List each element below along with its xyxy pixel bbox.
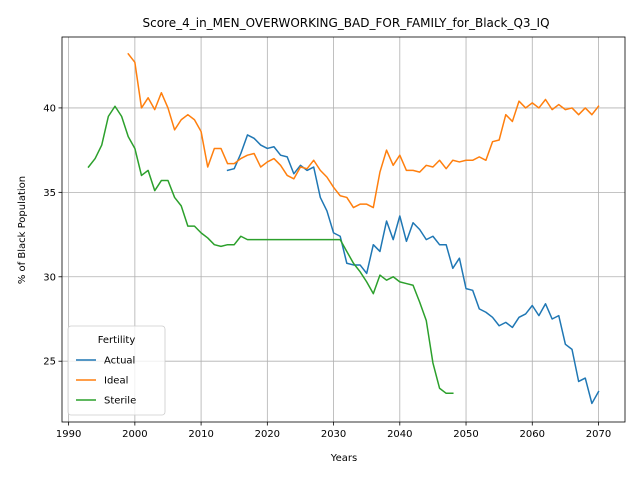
- x-axis: 1990 2000 2010 2020 2030 2040 2050 2060 2070: [56, 422, 611, 440]
- plot-area-frame: [61, 36, 626, 423]
- x-tick-label: 2020: [255, 429, 280, 440]
- legend-title: Fertility: [98, 335, 136, 346]
- y-tick-label: 25: [43, 357, 56, 368]
- series-layer: [87, 52, 600, 405]
- legend-label-actual: Actual: [104, 356, 135, 367]
- x-tick-label: 2000: [122, 429, 147, 440]
- x-tick-label: 2060: [520, 429, 545, 440]
- legend-box: [67, 325, 166, 416]
- x-tick-label: 2010: [188, 429, 213, 440]
- legend-label-ideal: Ideal: [104, 376, 128, 387]
- x-tick-label: 1990: [56, 429, 81, 440]
- grid-lines: [62, 37, 625, 422]
- legend: Fertility Actual Ideal Sterile: [67, 325, 166, 416]
- x-tick-label: 2050: [453, 429, 478, 440]
- y-tick-label: 35: [43, 188, 56, 199]
- series-line-sterile: [87, 105, 454, 395]
- y-axis: 25 30 35 40: [43, 103, 62, 368]
- y-tick-label: 30: [43, 272, 56, 283]
- x-tick-label: 2040: [387, 429, 412, 440]
- legend-label-sterile: Sterile: [104, 396, 136, 407]
- x-tick-label: 2030: [321, 429, 346, 440]
- series-line-ideal: [127, 52, 600, 209]
- x-tick-label: 2070: [586, 429, 611, 440]
- series-line-actual: [226, 134, 600, 405]
- chart-title: Score_4_in_MEN_OVERWORKING_BAD_FOR_FAMIL…: [142, 16, 549, 30]
- y-axis-title: % of Black Population: [17, 176, 28, 284]
- x-axis-title: Years: [330, 453, 357, 464]
- y-tick-label: 40: [43, 103, 56, 114]
